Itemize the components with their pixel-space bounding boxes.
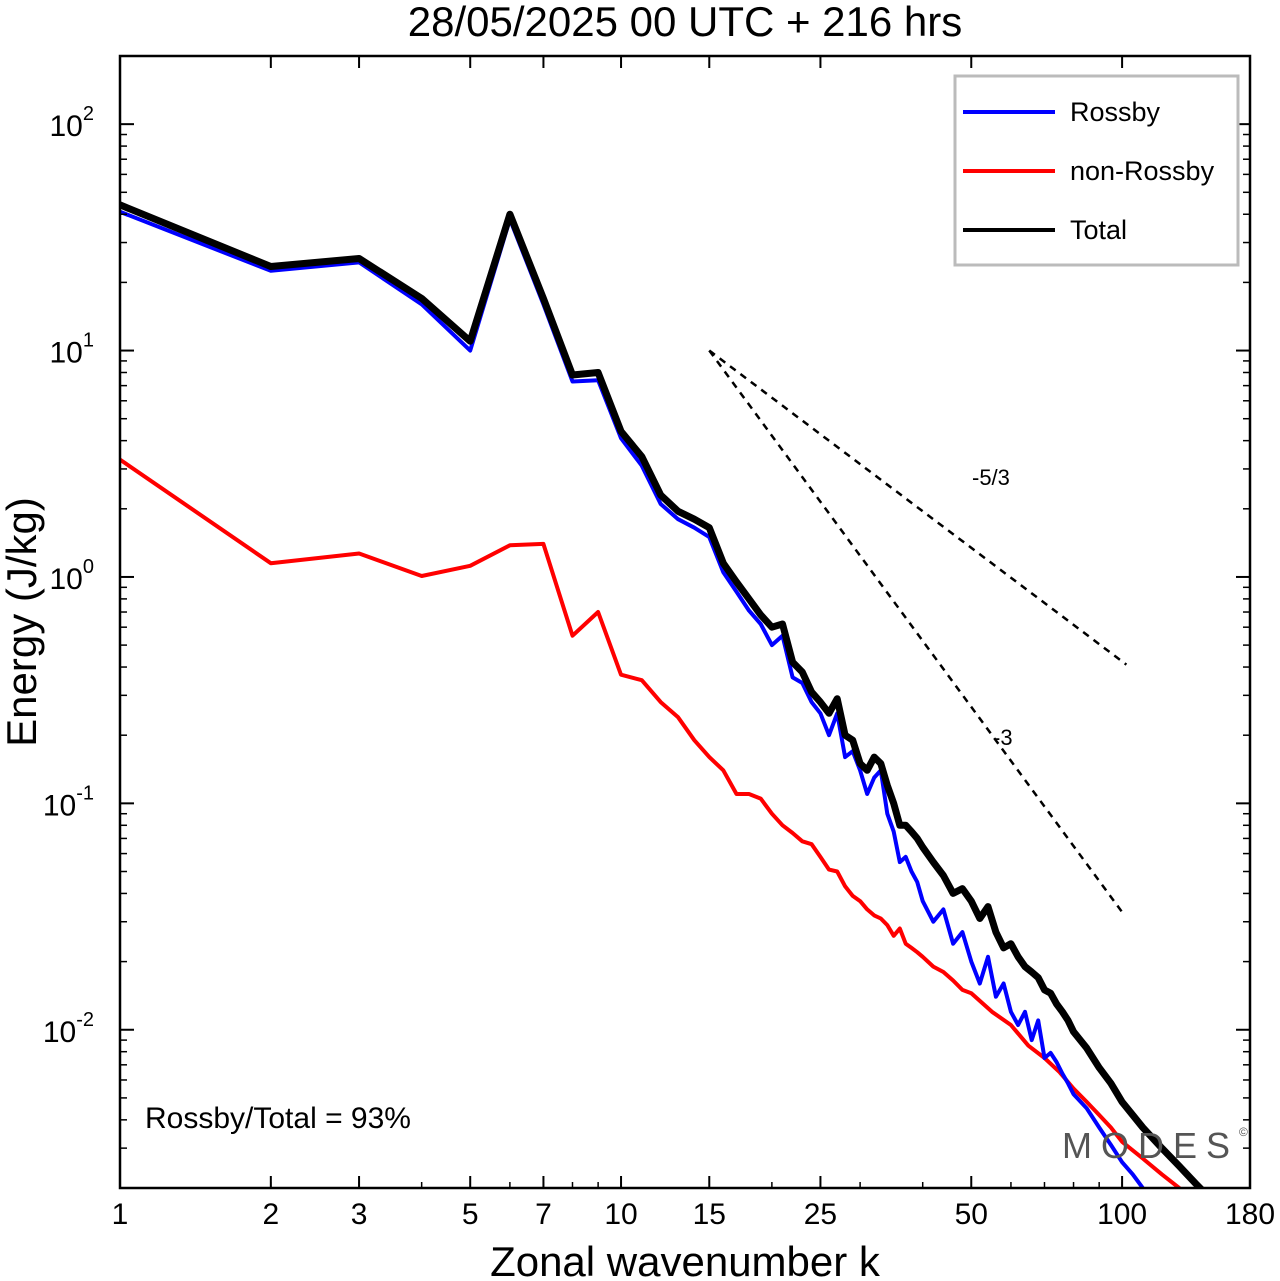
x-tick-label: 1 xyxy=(112,1198,129,1231)
x-tick-label: 2 xyxy=(262,1198,279,1231)
y-axis: 10-2 10-1 100 101 102 xyxy=(43,55,1250,1189)
y-tick-label: 102 xyxy=(50,103,95,143)
legend: Rossby non-Rossby Total xyxy=(953,74,1240,267)
y-tick-label: 10-1 xyxy=(43,782,94,822)
x-tick-label: 7 xyxy=(535,1198,552,1231)
legend-label-non-rossby: non-Rossby xyxy=(1070,156,1215,186)
reference-line-1 xyxy=(708,349,1128,666)
chart-title: 28/05/2025 00 UTC + 216 hrs xyxy=(408,0,963,45)
x-tick-label: 5 xyxy=(462,1198,479,1231)
series-line-rossby xyxy=(120,209,1145,1188)
x-tick-label: 50 xyxy=(955,1198,988,1231)
reference-line-2 xyxy=(708,349,1124,913)
legend-label-total: Total xyxy=(1070,215,1127,245)
reference-slope-lines: -5/3 -3 xyxy=(708,349,1128,913)
y-tick-label: 100 xyxy=(50,556,95,596)
x-axis-label: Zonal wavenumber k xyxy=(490,1238,881,1281)
x-axis: 1 2 3 5 7 10 15 25 50 100 180 xyxy=(112,56,1275,1231)
y-axis-label: Energy (J/kg) xyxy=(0,497,45,747)
series-line-non-rossby xyxy=(120,457,1182,1188)
series-lines xyxy=(120,201,1205,1188)
reference-line-label-1: -5/3 xyxy=(972,465,1010,490)
rossby-ratio-annotation: Rossby/Total = 93% xyxy=(145,1102,411,1135)
x-tick-label: 180 xyxy=(1225,1198,1275,1231)
y-tick-label: 10-2 xyxy=(43,1009,94,1049)
modes-watermark: MODES© xyxy=(1062,1125,1248,1166)
watermark-copyright-symbol: © xyxy=(1239,1125,1248,1139)
series-line-total xyxy=(120,201,1205,1188)
legend-label-rossby: Rossby xyxy=(1070,97,1161,127)
reference-line-label-2: -3 xyxy=(993,725,1013,750)
x-tick-label: 3 xyxy=(351,1198,368,1231)
y-tick-label: 101 xyxy=(50,330,95,370)
watermark-text: MODES xyxy=(1062,1125,1239,1166)
x-tick-label: 100 xyxy=(1097,1198,1147,1231)
x-tick-label: 15 xyxy=(693,1198,726,1231)
x-tick-label: 25 xyxy=(804,1198,837,1231)
plot-frame xyxy=(118,54,1252,1190)
x-tick-label: 10 xyxy=(604,1198,637,1231)
